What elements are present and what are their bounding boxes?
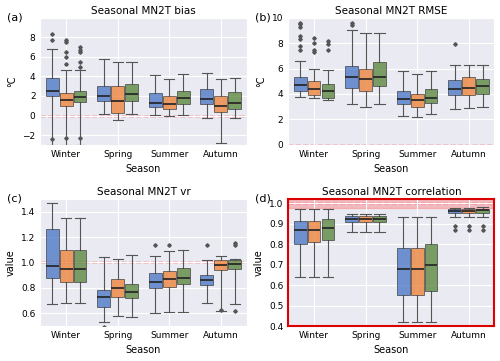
FancyBboxPatch shape bbox=[322, 84, 334, 98]
FancyBboxPatch shape bbox=[200, 275, 213, 285]
FancyBboxPatch shape bbox=[200, 89, 213, 104]
FancyBboxPatch shape bbox=[125, 84, 138, 101]
FancyBboxPatch shape bbox=[294, 78, 306, 91]
FancyBboxPatch shape bbox=[462, 209, 475, 213]
FancyBboxPatch shape bbox=[462, 78, 475, 95]
FancyBboxPatch shape bbox=[74, 91, 86, 102]
FancyBboxPatch shape bbox=[424, 89, 438, 103]
Y-axis label: °C: °C bbox=[7, 75, 17, 87]
FancyBboxPatch shape bbox=[125, 284, 138, 298]
FancyBboxPatch shape bbox=[228, 92, 241, 109]
FancyBboxPatch shape bbox=[448, 209, 461, 213]
FancyBboxPatch shape bbox=[163, 96, 175, 109]
FancyBboxPatch shape bbox=[176, 91, 190, 104]
FancyBboxPatch shape bbox=[308, 221, 320, 242]
FancyBboxPatch shape bbox=[397, 91, 409, 104]
Text: (d): (d) bbox=[256, 194, 271, 204]
FancyBboxPatch shape bbox=[46, 78, 58, 96]
FancyBboxPatch shape bbox=[294, 221, 306, 244]
FancyBboxPatch shape bbox=[476, 79, 489, 94]
FancyBboxPatch shape bbox=[149, 273, 162, 288]
FancyBboxPatch shape bbox=[448, 80, 461, 95]
Y-axis label: value: value bbox=[6, 249, 16, 276]
FancyBboxPatch shape bbox=[98, 86, 110, 101]
FancyBboxPatch shape bbox=[60, 250, 72, 282]
Title: Seasonal MN2T RMSE: Seasonal MN2T RMSE bbox=[335, 5, 448, 16]
Bar bbox=[288, 199, 494, 208]
FancyBboxPatch shape bbox=[410, 248, 424, 295]
FancyBboxPatch shape bbox=[74, 250, 86, 282]
FancyBboxPatch shape bbox=[322, 219, 334, 240]
FancyBboxPatch shape bbox=[149, 93, 162, 107]
FancyBboxPatch shape bbox=[424, 244, 438, 291]
FancyBboxPatch shape bbox=[397, 248, 409, 295]
Y-axis label: °C: °C bbox=[256, 75, 266, 87]
FancyBboxPatch shape bbox=[214, 96, 227, 112]
Title: Seasonal MN2T bias: Seasonal MN2T bias bbox=[91, 5, 196, 16]
Text: (a): (a) bbox=[8, 13, 23, 23]
Text: (b): (b) bbox=[256, 13, 271, 23]
FancyBboxPatch shape bbox=[214, 260, 227, 270]
FancyBboxPatch shape bbox=[359, 216, 372, 222]
Text: (c): (c) bbox=[8, 194, 22, 204]
X-axis label: Season: Season bbox=[374, 345, 409, 356]
X-axis label: Season: Season bbox=[374, 164, 409, 174]
FancyBboxPatch shape bbox=[111, 279, 124, 297]
FancyBboxPatch shape bbox=[308, 81, 320, 95]
Title: Seasonal MN2T vr: Seasonal MN2T vr bbox=[96, 187, 190, 197]
FancyBboxPatch shape bbox=[345, 216, 358, 222]
X-axis label: Season: Season bbox=[126, 345, 161, 356]
FancyBboxPatch shape bbox=[410, 94, 424, 107]
FancyBboxPatch shape bbox=[60, 93, 72, 106]
FancyBboxPatch shape bbox=[111, 86, 124, 113]
Title: Seasonal MN2T correlation: Seasonal MN2T correlation bbox=[322, 187, 461, 197]
FancyBboxPatch shape bbox=[373, 62, 386, 86]
FancyBboxPatch shape bbox=[345, 66, 358, 88]
FancyBboxPatch shape bbox=[176, 268, 190, 284]
FancyBboxPatch shape bbox=[476, 209, 489, 213]
FancyBboxPatch shape bbox=[228, 260, 241, 269]
FancyBboxPatch shape bbox=[98, 291, 110, 307]
FancyBboxPatch shape bbox=[373, 216, 386, 222]
FancyBboxPatch shape bbox=[46, 230, 58, 278]
X-axis label: Season: Season bbox=[126, 164, 161, 174]
FancyBboxPatch shape bbox=[163, 271, 175, 287]
FancyBboxPatch shape bbox=[359, 69, 372, 91]
Y-axis label: value: value bbox=[254, 249, 264, 276]
